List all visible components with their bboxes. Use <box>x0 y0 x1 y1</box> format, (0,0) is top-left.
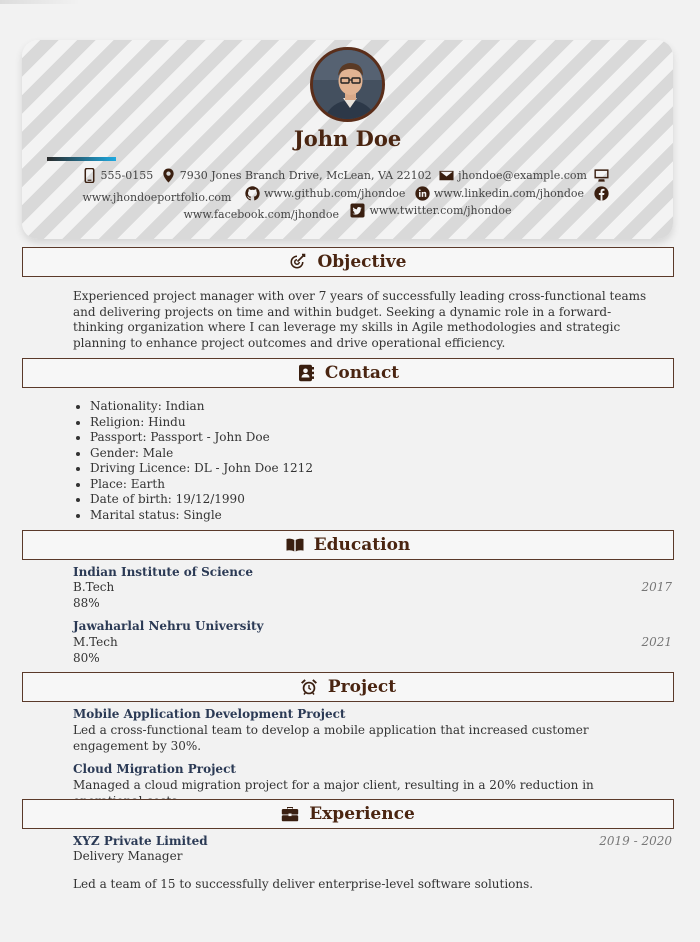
address-text: 7930 Jones Branch Drive, McLean, VA 2210… <box>179 169 432 182</box>
contact-detail-item: Nationality: Indian <box>90 399 650 415</box>
desktop-monitor-icon <box>594 169 609 182</box>
email-link[interactable]: jhondoe@example.com <box>458 169 587 182</box>
phone-text: 555-0155 <box>100 169 154 182</box>
experience-company: XYZ Private Limited <box>73 834 208 848</box>
contact-detail-item: Gender: Male <box>90 446 650 462</box>
project-heading-text: Project <box>327 677 397 697</box>
contact-line-1: 555-0155 7930 Jones Branch Drive, McLean… <box>22 167 673 188</box>
education-heading-text: Education <box>313 535 411 555</box>
portfolio-item[interactable]: www.jhondoeportfolio.com <box>82 189 231 206</box>
project-heading: Project <box>22 672 674 702</box>
project-title: Cloud Migration Project <box>73 762 236 776</box>
experience-role: Delivery Manager <box>73 849 183 863</box>
profile-photo-illustration <box>313 50 382 119</box>
education-score: 88% <box>73 596 100 610</box>
phone-item: 555-0155 <box>82 167 154 184</box>
github-link[interactable]: www.github.com/jhondoe <box>263 187 406 200</box>
facebook-icon <box>593 186 609 201</box>
address-item: 7930 Jones Branch Drive, McLean, VA 2210… <box>161 167 432 184</box>
twitter-square-icon <box>350 203 366 218</box>
education-degree: M.Tech <box>73 635 118 649</box>
open-book-icon <box>286 538 304 552</box>
envelope-icon <box>439 170 454 181</box>
education-year: 2017 <box>641 580 672 594</box>
address-book-icon <box>298 364 314 382</box>
objective-text: Experienced project manager with over 7 … <box>73 289 647 350</box>
facebook-link[interactable]: www.facebook.com/jhondoe <box>183 208 339 221</box>
contact-detail-item: Place: Earth <box>90 477 650 493</box>
linkedin-link[interactable]: www.linkedin.com/jhondoe <box>433 187 585 200</box>
education-year: 2021 <box>641 635 672 649</box>
twitter-link[interactable]: www.twitter.com/jhondoe <box>369 204 512 217</box>
contact-detail-item: Religion: Hindu <box>90 415 650 431</box>
education-score: 80% <box>73 651 100 665</box>
contact-heading-text: Contact <box>324 363 400 383</box>
top-shadow-decoration <box>0 0 80 4</box>
contact-heading: Contact <box>22 358 674 388</box>
contact-line-3: www.facebook.com/jhondoe www.twitter.com… <box>22 202 673 223</box>
experience-heading: Experience <box>22 799 674 829</box>
contact-detail-item: Passport: Passport - John Doe <box>90 430 650 446</box>
contact-detail-item: Date of birth: 19/12/1990 <box>90 492 650 508</box>
email-item[interactable]: jhondoe@example.com <box>439 167 587 184</box>
bullseye-arrow-icon <box>290 253 306 269</box>
linkedin-icon <box>415 186 430 201</box>
github-item[interactable]: www.github.com/jhondoe <box>245 185 405 202</box>
objective-heading: Objective <box>22 247 674 277</box>
alarm-clock-icon <box>300 679 317 695</box>
github-icon <box>245 186 260 201</box>
education-institution: Indian Institute of Science <box>73 565 253 579</box>
education-degree: B.Tech <box>73 580 115 594</box>
resume-header: John Doe 555-0155 7930 Jones Branch Driv… <box>22 40 673 239</box>
project-title: Mobile Application Development Project <box>73 707 346 721</box>
phone-icon <box>84 168 95 183</box>
contact-line-2: www.jhondoeportfolio.com www.github.com/… <box>22 185 673 206</box>
twitter-item[interactable]: www.twitter.com/jhondoe <box>350 202 511 219</box>
accent-bar <box>47 157 116 161</box>
candidate-name: John Doe <box>293 126 402 151</box>
education-institution: Jawaharlal Nehru University <box>73 619 264 633</box>
contact-detail-item: Driving Licence: DL - John Doe 1212 <box>90 461 650 477</box>
facebook-item[interactable]: www.facebook.com/jhondoe <box>184 206 339 223</box>
portfolio-icon-item[interactable] <box>594 168 613 183</box>
facebook-icon-item[interactable] <box>593 186 613 201</box>
profile-photo <box>310 47 385 122</box>
experience-period: 2019 - 2020 <box>599 834 672 848</box>
experience-description: Led a team of 15 to successfully deliver… <box>73 877 534 891</box>
experience-heading-text: Experience <box>309 804 415 824</box>
briefcase-icon <box>282 807 299 822</box>
contact-details-list: Nationality: Indian Religion: Hindu Pass… <box>90 399 650 523</box>
map-pin-icon <box>163 168 174 183</box>
portfolio-link[interactable]: www.jhondoeportfolio.com <box>82 191 232 204</box>
objective-heading-text: Objective <box>317 252 407 272</box>
project-description: Led a cross-functional team to develop a… <box>73 723 589 753</box>
education-heading: Education <box>22 530 674 560</box>
contact-detail-item: Marital status: Single <box>90 508 650 524</box>
linkedin-item[interactable]: www.linkedin.com/jhondoe <box>415 185 584 202</box>
